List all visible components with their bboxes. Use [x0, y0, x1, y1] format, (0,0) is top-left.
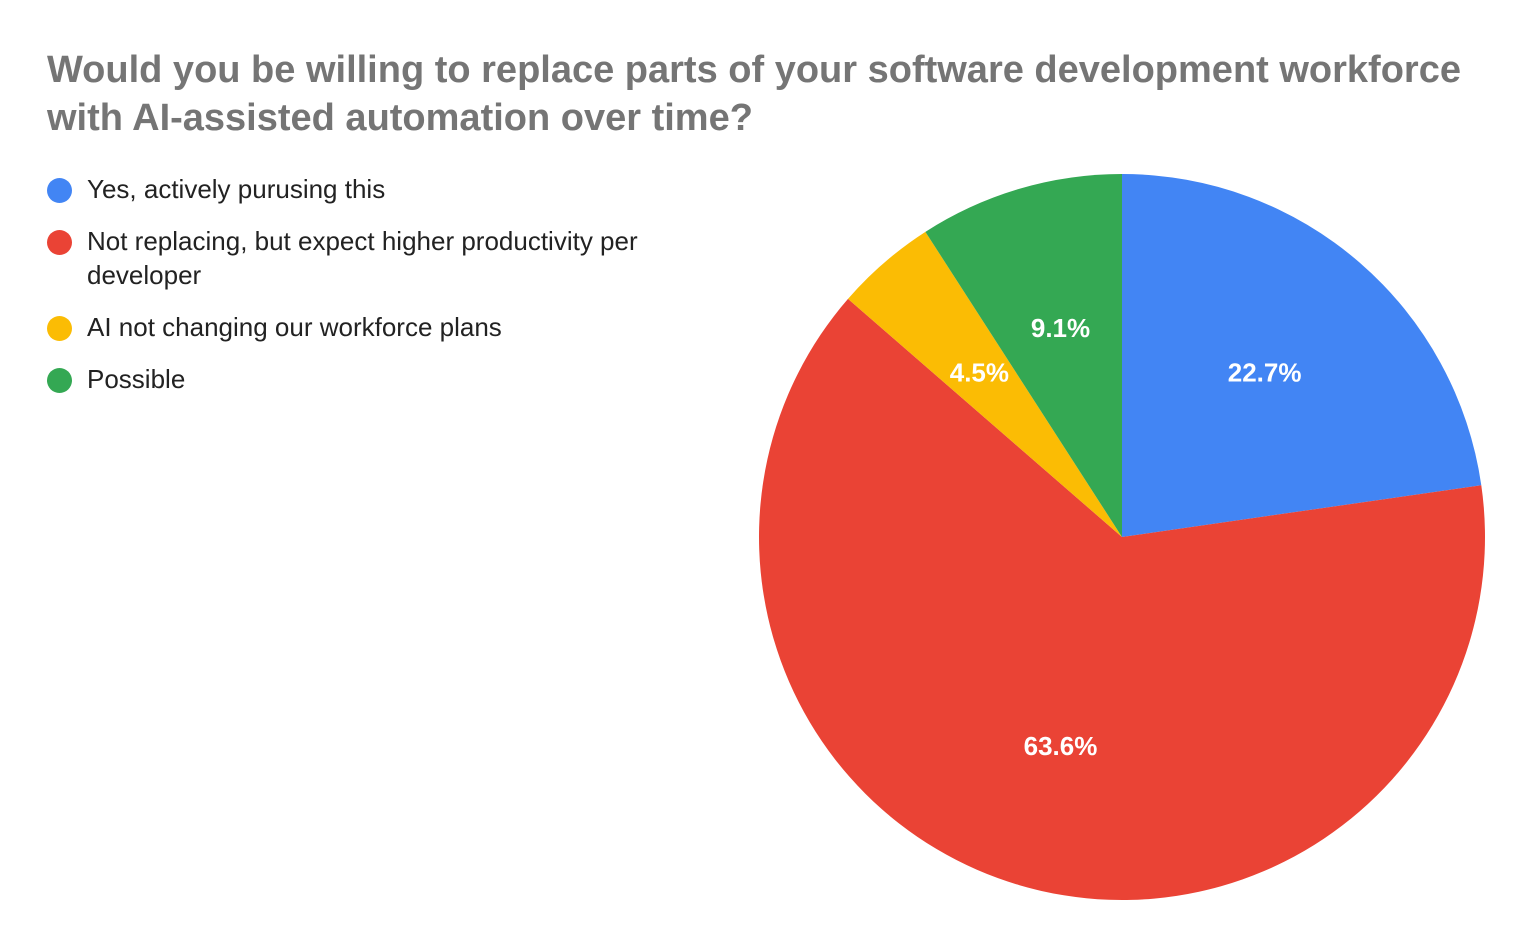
chart-title: Would you be willing to replace parts of…: [47, 49, 1461, 139]
legend-swatch-yes-actively: [47, 178, 72, 203]
pie-slice-label-yes-actively: 22.7%: [1228, 357, 1302, 387]
pie-slice-not-replacing[interactable]: [759, 298, 1485, 900]
pie-slice-label-possible: 9.1%: [1031, 313, 1090, 343]
legend-label-possible: Possible: [87, 364, 186, 394]
legend-item-yes-actively[interactable]: Yes, actively purusing this: [47, 172, 707, 206]
pie-slice-label-ai-not-changing: 4.5%: [950, 357, 1009, 387]
legend-label-ai-not-changing: AI not changing our workforce plans: [87, 312, 502, 342]
legend-label-not-replacing: Not replacing, but expect higher product…: [87, 226, 638, 290]
legend-item-not-replacing[interactable]: Not replacing, but expect higher product…: [47, 224, 707, 292]
pie-slice-ai-not-changing[interactable]: [848, 231, 1122, 537]
pie-slice-possible[interactable]: [925, 174, 1122, 537]
legend-item-possible[interactable]: Possible: [47, 362, 707, 396]
chart-legend: Yes, actively purusing this Not replacin…: [47, 172, 707, 414]
legend-label-yes-actively: Yes, actively purusing this: [87, 174, 386, 204]
legend-swatch-not-replacing: [47, 230, 72, 255]
pie-slice-label-not-replacing: 63.6%: [1024, 731, 1098, 761]
pie-slice-yes-actively[interactable]: [1122, 174, 1482, 537]
legend-swatch-ai-not-changing: [47, 316, 72, 341]
legend-item-ai-not-changing[interactable]: AI not changing our workforce plans: [47, 310, 707, 344]
legend-swatch-possible: [47, 368, 72, 393]
